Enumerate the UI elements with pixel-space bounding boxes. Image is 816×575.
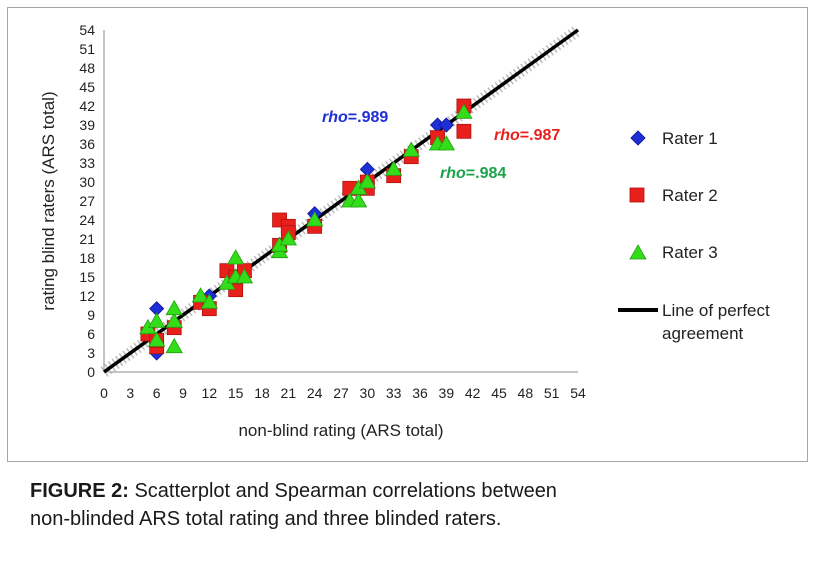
rho-annotation-rater2: rho=.987 bbox=[494, 127, 560, 144]
x-tick-label: 27 bbox=[333, 385, 349, 401]
rho-symbol: rho bbox=[440, 165, 466, 182]
x-tick-label: 36 bbox=[412, 385, 428, 401]
data-point-rater3 bbox=[349, 192, 368, 208]
data-point-rater3 bbox=[200, 293, 219, 309]
x-tick-label: 54 bbox=[570, 385, 586, 401]
data-point-rater3 bbox=[437, 135, 456, 151]
x-tick-label: 0 bbox=[100, 385, 108, 401]
y-tick-label: 30 bbox=[79, 174, 95, 190]
scatter-chart: 0 3 6 9 12 15 18 21 24 27 30 33 36 39 42 45 48 51 54 03691… bbox=[39, 22, 770, 440]
y-tick-label: 21 bbox=[79, 231, 95, 247]
data-point-rater3 bbox=[191, 287, 210, 303]
y-tick-label: 36 bbox=[79, 136, 95, 152]
data-point-rater3 bbox=[402, 141, 420, 157]
legend-item-perfect-line: Line of perfect agreement bbox=[618, 301, 770, 343]
y-tick-label: 39 bbox=[79, 117, 95, 133]
x-tick-label: 3 bbox=[126, 385, 134, 401]
y-tick-label: 42 bbox=[79, 98, 95, 114]
legend: Rater 1 Rater 2 Rater 3 Line of perfect … bbox=[618, 129, 770, 343]
y-tick-label: 15 bbox=[79, 269, 95, 285]
y-tick-label: 24 bbox=[79, 212, 95, 228]
legend-label-line-2: agreement bbox=[662, 324, 744, 343]
legend-label-rater3: Rater 3 bbox=[662, 243, 718, 262]
x-tick-label: 45 bbox=[491, 385, 507, 401]
rho-annotations: rho=.989 rho=.987 rho=.984 bbox=[322, 109, 560, 182]
legend-label-line-1: Line of perfect bbox=[662, 301, 770, 320]
y-tick-label: 6 bbox=[87, 326, 95, 342]
x-tick-label: 12 bbox=[202, 385, 218, 401]
x-tick-label: 30 bbox=[360, 385, 376, 401]
diamond-marker-icon bbox=[630, 130, 646, 146]
y-tick-label: 3 bbox=[87, 345, 95, 361]
y-tick-label: 33 bbox=[79, 155, 95, 171]
caption-text-2: non-blinded ARS total rating and three b… bbox=[30, 508, 502, 530]
data-point-rater3 bbox=[358, 173, 377, 189]
x-tick-label: 42 bbox=[465, 385, 481, 401]
legend-label-rater1: Rater 1 bbox=[662, 129, 718, 148]
y-axis-title: rating blind raters (ARS total) bbox=[39, 91, 58, 310]
y-tick-label: 9 bbox=[87, 307, 95, 323]
rho-value: =.984 bbox=[466, 165, 507, 182]
x-tick-label: 15 bbox=[228, 385, 244, 401]
rho-symbol: rho bbox=[494, 127, 520, 144]
x-tick-label: 51 bbox=[544, 385, 560, 401]
triangle-marker-icon bbox=[629, 244, 647, 260]
rho-annotation-rater3: rho=.984 bbox=[440, 165, 506, 182]
caption-figure-label: FIGURE 2: bbox=[30, 480, 129, 502]
data-point-rater3 bbox=[147, 312, 166, 328]
x-tick-label: 39 bbox=[439, 385, 455, 401]
square-marker-icon bbox=[629, 187, 645, 203]
data-point-rater3 bbox=[384, 160, 403, 176]
x-tick-label: 9 bbox=[179, 385, 187, 401]
caption-text-1: Scatterplot and Spearman correlations be… bbox=[128, 480, 557, 502]
perfect-agreement-line-group bbox=[100, 25, 582, 377]
y-tick-label: 18 bbox=[79, 250, 95, 266]
x-axis-title: non-blind rating (ARS total) bbox=[238, 421, 443, 440]
data-point-rater1 bbox=[438, 117, 454, 133]
chart-frame bbox=[7, 7, 808, 462]
data-point-rater3 bbox=[165, 337, 183, 354]
series-rater3 bbox=[139, 103, 473, 354]
y-tick-label: 45 bbox=[79, 79, 95, 95]
x-tick-label: 6 bbox=[153, 385, 161, 401]
y-tick-label: 54 bbox=[79, 22, 95, 38]
data-point-rater3 bbox=[305, 211, 324, 227]
data-point-rater3 bbox=[165, 312, 183, 328]
x-tick-labels: 0 3 6 9 12 15 18 21 24 27 30 33 36 39 42 45 48 51 54 bbox=[100, 385, 586, 401]
perfect-agreement-line bbox=[102, 28, 580, 374]
caption-line-1: FIGURE 2: Scatterplot and Spearman corre… bbox=[30, 477, 557, 505]
data-point-rater3 bbox=[279, 230, 298, 246]
legend-item-rater1: Rater 1 bbox=[630, 129, 718, 148]
data-point-rater2 bbox=[456, 123, 472, 139]
y-tick-label: 12 bbox=[79, 288, 95, 304]
figure-caption: FIGURE 2: Scatterplot and Spearman corre… bbox=[30, 477, 557, 533]
data-points bbox=[139, 98, 473, 361]
data-point-rater3 bbox=[235, 268, 254, 284]
data-point-rater3 bbox=[165, 299, 183, 316]
legend-item-rater2: Rater 2 bbox=[629, 186, 718, 205]
rho-value: =.989 bbox=[348, 109, 389, 126]
y-tick-label: 48 bbox=[79, 60, 95, 76]
data-point-rater3 bbox=[226, 249, 245, 265]
x-tick-label: 21 bbox=[281, 385, 297, 401]
y-tick-label: 51 bbox=[79, 41, 95, 57]
legend-label-rater2: Rater 2 bbox=[662, 186, 718, 205]
rho-annotation-rater1: rho=.989 bbox=[322, 109, 388, 126]
x-tick-label: 33 bbox=[386, 385, 402, 401]
x-tick-label: 18 bbox=[254, 385, 270, 401]
x-tick-label: 48 bbox=[518, 385, 534, 401]
data-point-rater3 bbox=[455, 103, 473, 119]
rho-value: =.987 bbox=[520, 127, 561, 144]
data-point-rater3 bbox=[147, 331, 166, 347]
rho-symbol: rho bbox=[322, 109, 348, 126]
legend-item-rater3: Rater 3 bbox=[629, 243, 718, 262]
axes bbox=[103, 30, 578, 373]
x-tick-label: 24 bbox=[307, 385, 323, 401]
y-tick-label: 27 bbox=[79, 193, 95, 209]
y-tick-label: 0 bbox=[87, 364, 95, 380]
